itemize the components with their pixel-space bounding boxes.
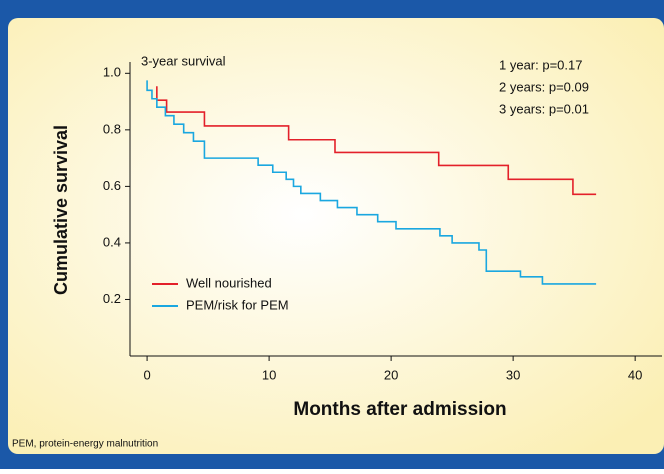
x-tick-label: 30 [506,367,520,382]
y-tick-label: 0.6 [103,178,121,193]
x-tick-label: 20 [384,367,398,382]
x-tick-label: 10 [262,367,276,382]
footnote: PEM, protein-energy malnutrition [12,439,158,450]
survival-line [146,80,597,285]
y-axis-label: Cumulative survival [51,125,71,295]
x-tick-label: 0 [143,367,150,382]
annotation: 1 year: p=0.17 [499,57,582,72]
y-tick-label: 0.4 [103,234,121,249]
annotation: 3-year survival [141,53,226,68]
annotation: 2 years: p=0.09 [499,79,589,94]
survival-line [156,86,597,196]
annotation: 3 years: p=0.01 [499,101,589,116]
legend-label: PEM/risk for PEM [186,297,289,312]
x-tick-label: 40 [628,367,642,382]
legend-label: Well nourished [186,275,272,290]
y-tick-label: 0.8 [103,121,121,136]
x-axis-label: Months after admission [293,399,506,420]
y-tick-label: 1.0 [103,65,121,80]
panel [8,18,664,454]
y-tick-label: 0.2 [103,291,121,306]
